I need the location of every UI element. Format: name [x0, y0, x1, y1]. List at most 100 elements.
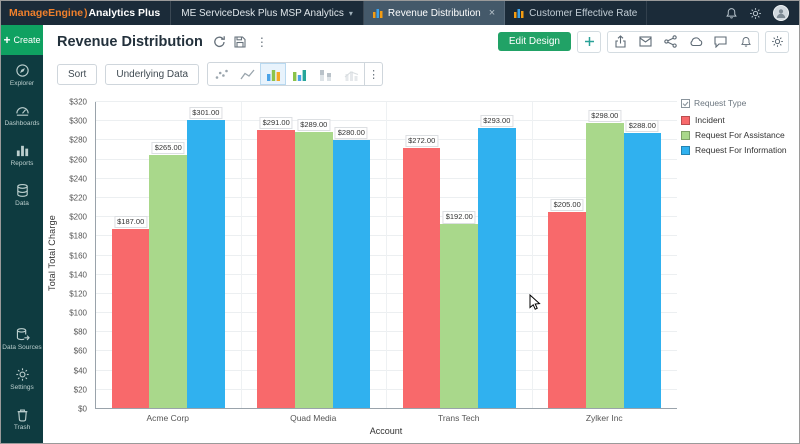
legend-item-request-for-assistance[interactable]: Request For Assistance — [681, 130, 795, 140]
bar-request-for-information[interactable]: $288.00 — [623, 119, 662, 408]
bar-request-for-assistance[interactable]: $265.00 — [149, 141, 188, 408]
user-avatar[interactable] — [773, 5, 789, 21]
export-icon[interactable] — [608, 32, 633, 52]
y-tick-label: $140 — [69, 270, 87, 280]
report-tab[interactable]: Customer Effective Rate — [505, 1, 648, 25]
main-panel: Revenue Distribution ⋮ Edit Design — [43, 25, 799, 443]
alert-icon[interactable] — [733, 32, 758, 52]
bell-icon[interactable] — [725, 7, 738, 20]
bar-request-for-information[interactable]: $280.00 — [332, 127, 371, 408]
legend-item-request-for-information[interactable]: Request For Information — [681, 145, 795, 155]
column-chart-icon[interactable] — [260, 63, 287, 85]
bar-request-for-information[interactable]: $293.00 — [478, 114, 516, 408]
comment-icon[interactable] — [708, 32, 733, 52]
bar-request-for-assistance[interactable]: $298.00 — [585, 110, 624, 408]
bar-group-acme-corp: $187.00 $265.00 $301.00 — [96, 102, 241, 408]
data-sources-icon — [15, 327, 30, 342]
stacked-bar-chart-icon[interactable] — [312, 63, 338, 85]
scatter-chart-icon[interactable] — [208, 63, 234, 85]
bar-incident[interactable]: $272.00 — [402, 134, 441, 408]
bar-value-label: $291.00 — [259, 116, 293, 129]
legend-item-incident[interactable]: Incident — [681, 115, 795, 125]
legend-swatch — [681, 145, 690, 155]
sidebar-item-settings[interactable]: Settings — [1, 359, 43, 399]
plus-icon: + — [3, 33, 11, 47]
refresh-icon[interactable] — [213, 35, 226, 48]
y-tick-label: $100 — [69, 308, 87, 318]
plot-wrap: $0 $20 $40 $60 $80 $100 $120 $140 $160 $180 $200 $2… — [69, 98, 678, 436]
y-tick-label: $40 — [73, 366, 87, 376]
x-tick-label: Quad Media — [290, 413, 337, 423]
bar-value-label: $288.00 — [625, 119, 659, 132]
x-tick-label: Zylker Inc — [585, 413, 623, 423]
sidebar-bottom-items: Data Sources Settings Trash — [1, 319, 43, 443]
y-tick-label: $260 — [69, 155, 87, 165]
sidebar-item-data-sources[interactable]: Data Sources — [1, 319, 43, 359]
legend: Request Type Incident Request For Assista… — [681, 98, 795, 160]
bar-value-label: $192.00 — [442, 211, 476, 224]
add-button[interactable] — [577, 30, 601, 53]
reports-icon — [15, 143, 30, 158]
sidebar-item-explorer[interactable]: Explorer — [1, 55, 43, 95]
sidebar-item-trash[interactable]: Trash — [1, 399, 43, 439]
sidebar-item-reports[interactable]: Reports — [1, 135, 43, 175]
legend-items: Incident Request For Assistance Request Fo… — [681, 115, 795, 155]
close-icon[interactable]: × — [488, 7, 496, 19]
y-tick-label: $300 — [69, 116, 87, 126]
line-chart-icon[interactable] — [234, 63, 260, 85]
chart-type-more-icon[interactable]: ⋮ — [364, 63, 382, 85]
create-label: Create — [13, 35, 41, 45]
bar-value-label: $289.00 — [297, 118, 331, 131]
y-tick-label: $240 — [69, 174, 87, 184]
y-tick-label: $280 — [69, 135, 87, 145]
sidebar-item-label: Reports — [10, 160, 34, 167]
combo-chart-icon[interactable] — [338, 63, 364, 85]
create-button[interactable]: + Create — [1, 25, 43, 55]
bar-group-zylker-inc: $205.00 $298.00 $288.00 — [531, 102, 678, 408]
bar-incident[interactable]: $187.00 — [111, 216, 150, 408]
mini-chart-icon — [514, 9, 524, 18]
x-tick-label: Trans Tech — [437, 413, 480, 423]
sort-button[interactable]: Sort — [57, 63, 98, 85]
bar-value-label: $187.00 — [114, 216, 148, 229]
sidebar-item-label: Dashboards — [4, 120, 40, 127]
x-axis-title: Account — [369, 426, 403, 436]
underlying-data-button[interactable]: Underlying Data — [105, 63, 200, 85]
cloud-icon[interactable] — [683, 32, 708, 52]
gear-icon[interactable] — [749, 7, 762, 20]
sidebar-top-items: Explorer Dashboards Reports Data — [1, 55, 43, 215]
share-icon[interactable] — [658, 32, 683, 52]
bar-value-label: $301.00 — [189, 107, 223, 120]
bar-request-for-information[interactable]: $301.00 — [187, 107, 225, 408]
page-title: Revenue Distribution — [57, 33, 203, 50]
bar-value-label: $272.00 — [405, 134, 439, 148]
bar-request-for-assistance[interactable]: $192.00 — [440, 211, 479, 408]
edit-design-button[interactable]: Edit Design — [497, 32, 571, 51]
sidebar-item-dashboards[interactable]: Dashboards — [1, 95, 43, 135]
snapshot-icon[interactable] — [234, 35, 246, 48]
y-tick-label: $180 — [69, 231, 87, 241]
grouped-bar-chart-icon[interactable] — [286, 63, 312, 85]
legend-label: Request For Information — [695, 145, 787, 155]
legend-title: Request Type — [681, 98, 795, 108]
email-icon[interactable] — [633, 32, 658, 52]
sidebar-item-data[interactable]: Data — [1, 175, 43, 215]
workspace-selector[interactable]: ME ServiceDesk Plus MSP Analytics ▾ — [170, 1, 364, 25]
logo-product: Analytics Plus — [88, 7, 161, 19]
report-tabs: Revenue Distribution × Customer Effective … — [363, 1, 648, 25]
dashboards-icon — [15, 103, 30, 118]
bar-incident[interactable]: $291.00 — [257, 116, 295, 408]
settings-gear-icon[interactable] — [765, 30, 789, 53]
more-options-icon[interactable]: ⋮ — [255, 34, 268, 49]
y-tick-label: $0 — [78, 404, 87, 414]
bar-group-trans-tech: $272.00 $192.00 $293.00 — [386, 102, 532, 408]
workspace-label: ME ServiceDesk Plus MSP Analytics — [181, 7, 344, 19]
bar-incident[interactable]: $205.00 — [548, 198, 586, 408]
sidebar: + Create Explorer Dashboards Reports Data D… — [1, 25, 43, 443]
bar-request-for-assistance[interactable]: $289.00 — [294, 118, 333, 408]
logo-separator: ) — [84, 7, 88, 19]
bar-value-label: $293.00 — [480, 114, 514, 127]
report-tab[interactable]: Revenue Distribution × — [363, 1, 506, 25]
x-tick-label: Acme Corp — [146, 413, 189, 423]
